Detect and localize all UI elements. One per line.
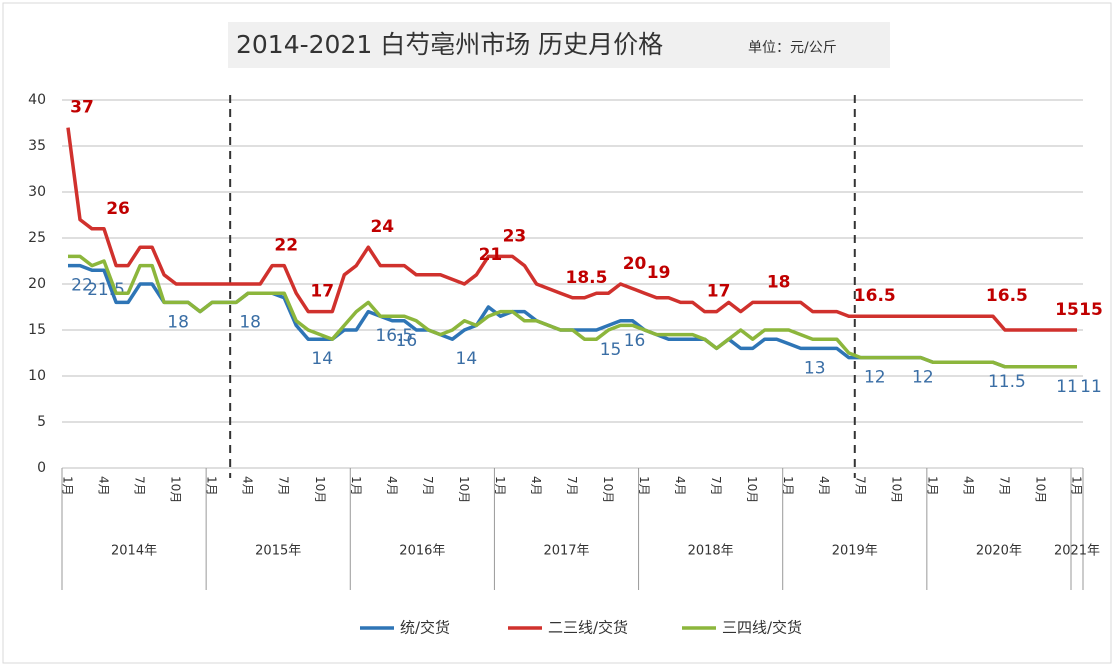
x-tick-label: 4月: [817, 476, 831, 496]
y-tick-label: 10: [28, 368, 46, 384]
series-line: [66, 127, 1077, 332]
x-tick-label: 10月: [169, 476, 183, 503]
year-label: 2016年: [399, 544, 445, 559]
data-label: 16.5: [375, 326, 413, 346]
year-label: 2014年: [111, 544, 157, 559]
data-label: 15: [1079, 300, 1103, 320]
data-label: 24: [370, 217, 394, 237]
chart-subtitle: 单位：元/公斤: [748, 40, 837, 56]
year-label: 2019年: [832, 544, 878, 559]
data-label: 11: [1080, 377, 1102, 397]
x-tick-label: 7月: [133, 476, 147, 496]
x-tick-label: 7月: [277, 476, 291, 496]
x-tick-label: 4月: [385, 476, 399, 496]
data-label: 19: [647, 263, 671, 283]
data-label: 37: [70, 98, 94, 118]
y-tick-label: 40: [28, 92, 46, 108]
year-label: 2021年: [1054, 544, 1100, 559]
x-tick-label: 4月: [97, 476, 111, 496]
data-label: 12: [864, 368, 886, 388]
x-tick-label: 10月: [313, 476, 327, 503]
x-tick-label: 10月: [745, 476, 759, 503]
data-label: 21.5: [87, 280, 125, 300]
legend-label: 统/交货: [400, 619, 450, 637]
year-label: 2015年: [255, 544, 301, 559]
data-label: 11: [1056, 377, 1078, 397]
year-label: 2018年: [688, 544, 734, 559]
data-label: 14: [311, 349, 333, 369]
y-tick-label: 0: [37, 460, 46, 476]
data-label: 22: [71, 276, 93, 296]
data-label: 15: [1055, 300, 1079, 320]
data-label: 18: [767, 272, 791, 292]
data-label: 26: [106, 199, 130, 219]
x-tick-label: 1月: [205, 476, 219, 496]
chart-title: 2014-2021 白芍亳州市场 历史月价格: [236, 30, 663, 59]
x-tick-label: 4月: [529, 476, 543, 496]
y-tick-label: 15: [28, 322, 46, 338]
x-tick-label: 1月: [637, 476, 651, 496]
x-tick-label: 10月: [1033, 476, 1047, 503]
data-label: 21: [479, 245, 503, 265]
data-label: 18.5: [566, 268, 608, 288]
data-label: 16.5: [854, 286, 896, 306]
data-label: 18: [239, 312, 261, 332]
series-line: [68, 254, 1077, 369]
x-tick-label: 4月: [673, 476, 687, 496]
year-label: 2020年: [976, 544, 1022, 559]
x-tick-label: 1月: [493, 476, 507, 496]
y-tick-label: 5: [37, 414, 46, 430]
x-tick-label: 1月: [61, 476, 75, 496]
x-tick-label: 4月: [241, 476, 255, 496]
x-tick-label: 1月: [781, 476, 795, 496]
x-tick-label: 1月: [349, 476, 363, 496]
data-label: 16: [624, 331, 646, 351]
x-tick-label: 7月: [421, 476, 435, 496]
data-label: 16: [396, 331, 418, 351]
y-tick-label: 20: [28, 276, 46, 292]
data-label: 17: [707, 282, 731, 302]
x-tick-label: 1月: [1069, 476, 1083, 496]
data-label: 11.5: [988, 372, 1026, 392]
data-label: 16.5: [986, 286, 1028, 306]
x-tick-label: 1月: [925, 476, 939, 496]
data-label: 20: [623, 254, 647, 274]
data-label: 23: [503, 226, 527, 246]
y-tick-label: 35: [28, 138, 46, 154]
data-label: 22: [274, 236, 298, 256]
x-tick-label: 7月: [709, 476, 723, 496]
data-label: 18: [167, 312, 189, 332]
x-tick-label: 7月: [853, 476, 867, 496]
data-label: 14: [456, 349, 478, 369]
data-label: 17: [310, 282, 334, 302]
legend-label: 二三线/交货: [548, 619, 628, 637]
y-tick-label: 30: [28, 184, 46, 200]
y-tick-label: 25: [28, 230, 46, 246]
data-label: 13: [804, 358, 826, 378]
data-label: 15: [600, 340, 622, 360]
x-tick-label: 7月: [565, 476, 579, 496]
legend-label: 三四线/交货: [722, 619, 802, 637]
x-tick-label: 4月: [961, 476, 975, 496]
x-tick-label: 10月: [889, 476, 903, 503]
year-label: 2017年: [543, 544, 589, 559]
x-tick-label: 7月: [997, 476, 1011, 496]
data-label: 12: [912, 368, 934, 388]
x-tick-label: 10月: [601, 476, 615, 503]
title-box: [228, 22, 890, 68]
x-tick-label: 10月: [457, 476, 471, 503]
